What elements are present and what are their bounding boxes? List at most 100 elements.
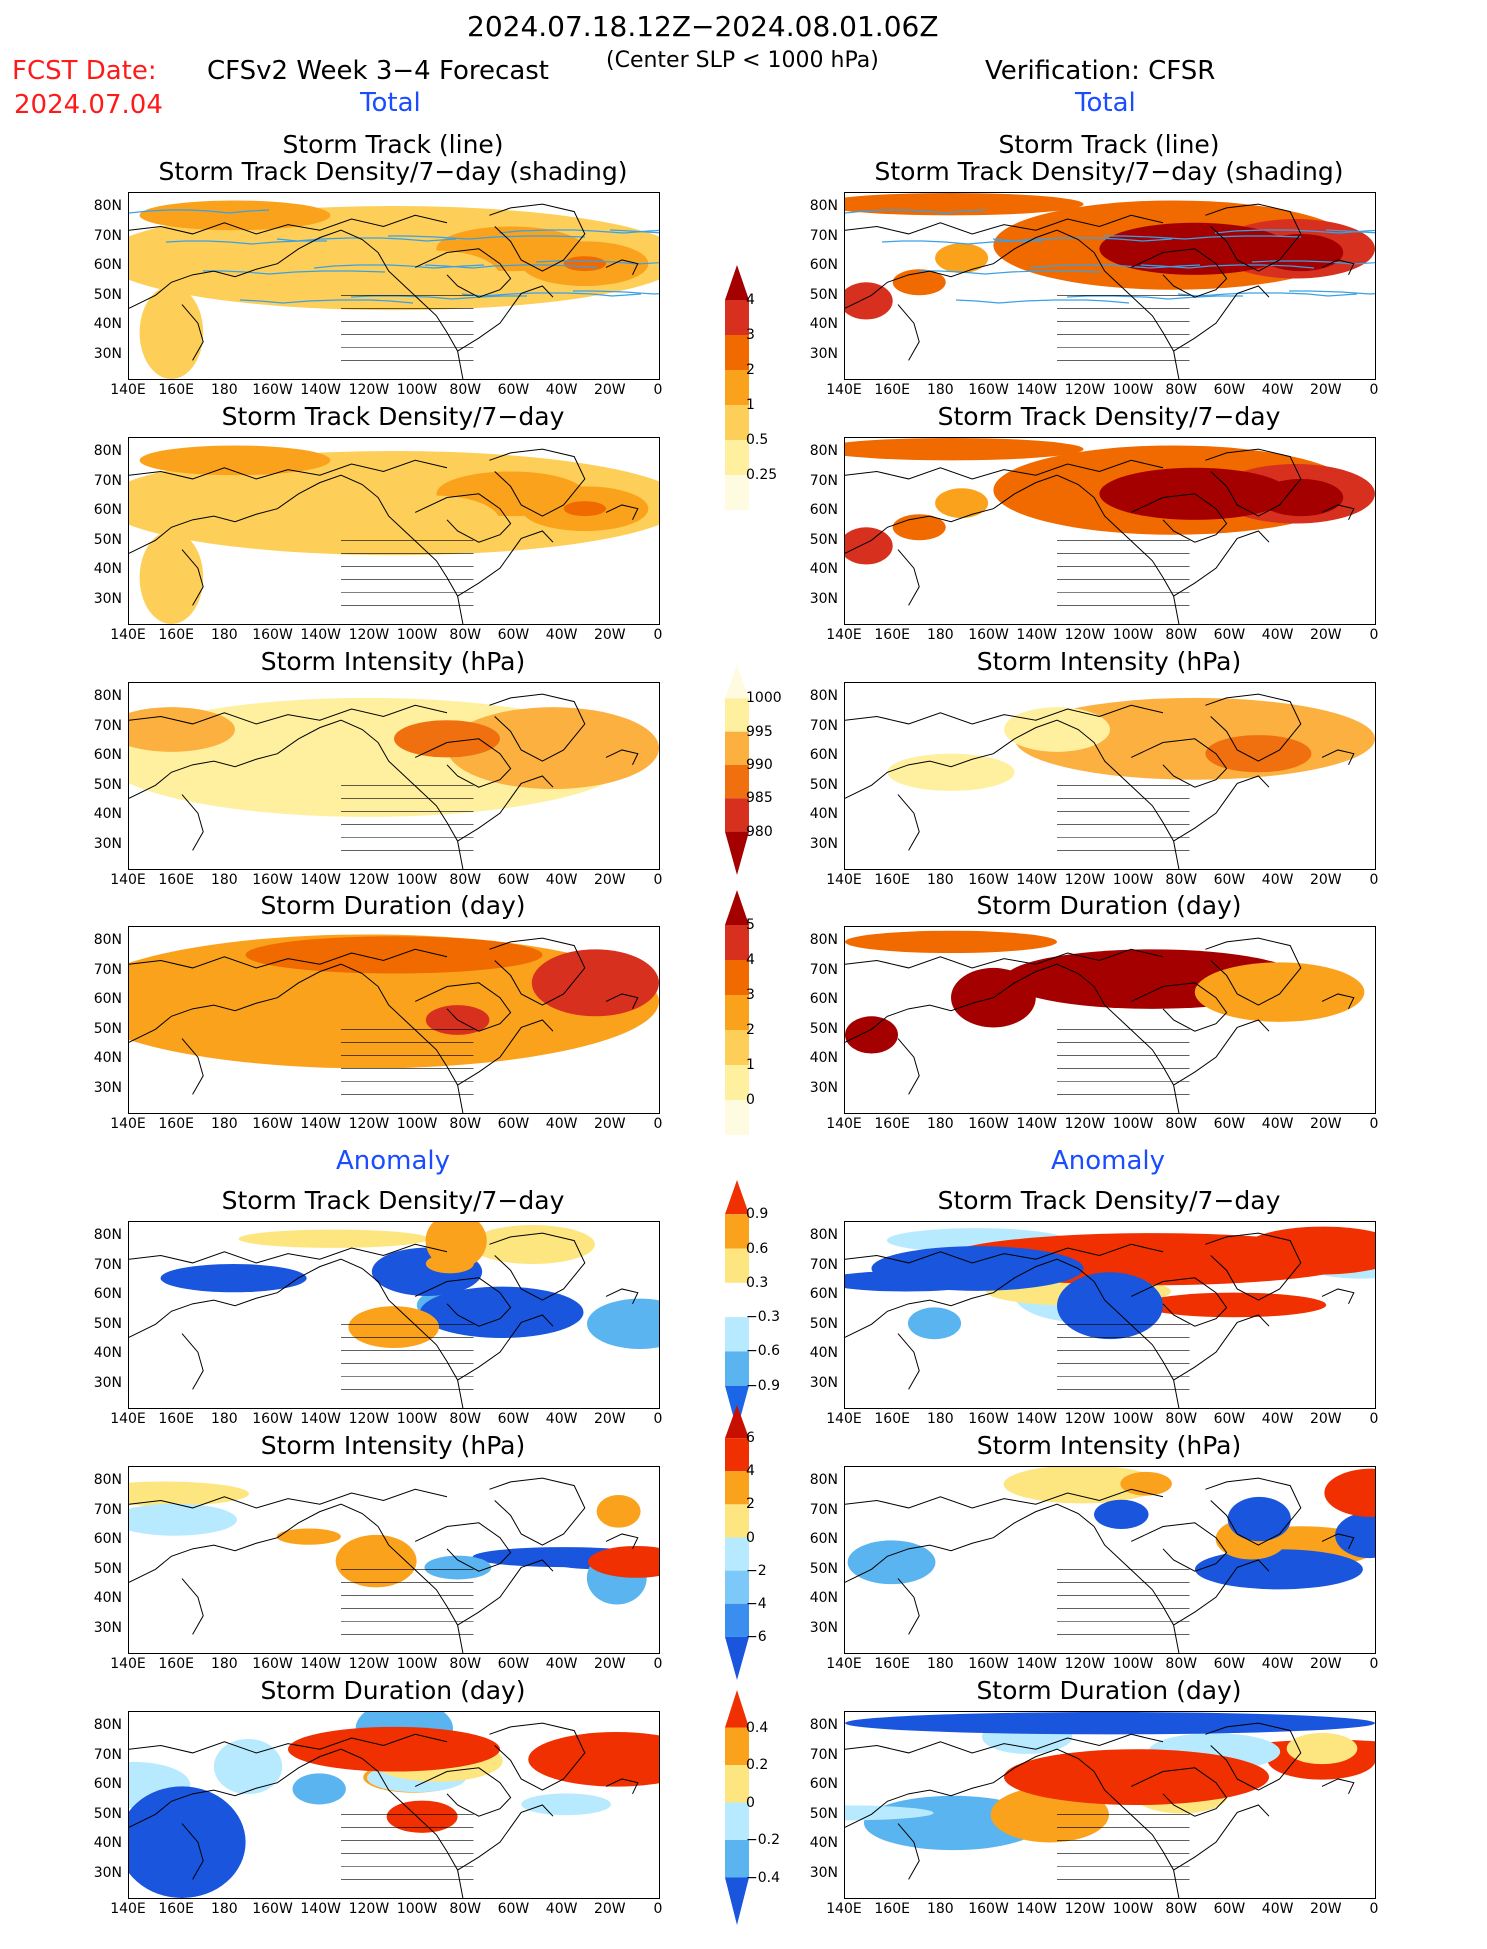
coastline — [129, 1488, 448, 1509]
lon-tick-label: 140E — [110, 627, 146, 643]
lon-tick-label: 100W — [396, 382, 438, 398]
date-range-title: 2024.07.18.12Z−2024.08.01.06Z — [467, 10, 939, 43]
shading-region — [372, 250, 500, 303]
shading-region — [847, 1540, 936, 1585]
lon-tick-label: 80W — [449, 1656, 482, 1672]
storm-track-line — [1325, 229, 1375, 234]
lon-tick-label: 140E — [110, 1116, 146, 1132]
shading-region — [845, 438, 1084, 461]
shading-region — [129, 1481, 249, 1506]
coastline — [414, 1277, 512, 1327]
coastline — [457, 1314, 554, 1381]
lat-tick-label: 70N — [809, 1746, 838, 1763]
lat-tick-label: 60N — [93, 257, 122, 273]
lon-tick-label: 140E — [110, 1901, 146, 1917]
lon-tick-label: 0 — [653, 382, 663, 398]
lat-tick-label: 80N — [809, 688, 838, 704]
lon-tick-label: 120W — [348, 872, 390, 888]
colorbar-tick-label: 0 — [746, 1529, 755, 1546]
lon-tick-label: 100W — [1112, 1116, 1154, 1132]
colorbar — [722, 1405, 752, 1704]
lon-tick-label: 20W — [1309, 872, 1342, 888]
lat-tick-label: 50N — [93, 776, 122, 793]
lon-tick-label: 40W — [1261, 1656, 1294, 1672]
lat-tick-label: 60N — [809, 1286, 838, 1302]
lon-tick-label: 120W — [348, 627, 390, 643]
map-panel — [844, 926, 1376, 1114]
coastline — [489, 1722, 586, 1791]
lon-tick-label: 140W — [300, 1116, 341, 1132]
coastline — [129, 474, 464, 624]
lon-tick-label: 20W — [593, 1116, 626, 1132]
coastline — [1205, 693, 1302, 762]
coastline — [489, 937, 586, 1006]
storm-track-line — [313, 264, 485, 269]
shading-region — [1335, 1512, 1375, 1559]
colorbar-tick-label: 2 — [746, 1496, 755, 1513]
lon-tick-label: 40W — [1261, 1116, 1294, 1132]
panel-title: Storm Track (line) — [998, 130, 1220, 159]
lat-tick-label: 70N — [93, 717, 122, 734]
lat-tick-label: 60N — [809, 502, 838, 518]
lon-tick-label: 140W — [1016, 1116, 1057, 1132]
lon-tick-label: 140W — [1016, 1901, 1057, 1917]
map-panel — [128, 1221, 660, 1409]
lon-tick-label: 80W — [449, 872, 482, 888]
coastline — [489, 1232, 586, 1301]
shading-region — [276, 1528, 341, 1545]
coastline — [414, 248, 512, 298]
lon-tick-label: 180 — [926, 1656, 954, 1672]
lat-tick-label: 70N — [93, 1501, 122, 1518]
storm-track-line — [388, 235, 586, 240]
coastline — [845, 704, 1164, 725]
coastline — [129, 1243, 448, 1264]
colorbar-tick-label: −0.4 — [746, 1869, 780, 1886]
lat-tick-label: 70N — [809, 1256, 838, 1273]
colorbar-tick-label: −2 — [746, 1562, 767, 1579]
lon-tick-label: 140E — [826, 627, 862, 643]
storm-track-line — [129, 209, 270, 214]
coastline — [489, 203, 586, 272]
colorbar-segment — [725, 1727, 749, 1765]
lat-tick-label: 40N — [93, 1835, 122, 1851]
lon-tick-label: 140E — [826, 1656, 862, 1672]
panel-title: Storm Track Density/7−day — [937, 1186, 1281, 1215]
coastline — [1130, 1277, 1228, 1327]
panel-title: Storm Duration (day) — [976, 1676, 1242, 1705]
coastline — [845, 214, 1164, 235]
lon-tick-label: 160E — [874, 382, 910, 398]
lon-tick-label: 60W — [1213, 1411, 1246, 1427]
colorbar-tick-label: 0.3 — [746, 1274, 769, 1291]
lat-tick-label: 50N — [809, 1805, 838, 1822]
colorbar-tick-label: −0.9 — [746, 1377, 780, 1394]
panel-title: Storm Duration (day) — [976, 891, 1242, 920]
lon-tick-label: 160E — [874, 872, 910, 888]
map-panel — [844, 682, 1376, 870]
shading-region — [129, 934, 659, 1069]
lon-tick-label: 20W — [593, 1411, 626, 1427]
coastline — [1321, 504, 1355, 521]
lon-tick-label: 140W — [300, 872, 341, 888]
lat-tick-label: 60N — [809, 991, 838, 1007]
lon-tick-label: 100W — [396, 872, 438, 888]
lat-tick-label: 40N — [809, 806, 838, 822]
panel-title: Storm Intensity (hPa) — [976, 1431, 1242, 1460]
colorbar-tick-label: 2 — [746, 1022, 755, 1038]
panel-title: Storm Duration (day) — [260, 1676, 526, 1705]
colorbar-tick-label: 980 — [746, 823, 773, 840]
lat-tick-label: 70N — [93, 961, 122, 978]
lon-tick-label: 100W — [396, 1411, 438, 1427]
lat-tick-label: 40N — [809, 316, 838, 332]
lat-tick-label: 80N — [809, 932, 838, 948]
coastline — [129, 1733, 448, 1754]
lat-tick-label: 40N — [93, 316, 122, 332]
coastline — [1173, 1314, 1270, 1381]
lon-tick-label: 120W — [348, 1901, 390, 1917]
coastline — [457, 285, 554, 352]
coastline — [181, 549, 204, 606]
lon-tick-label: 40W — [1261, 382, 1294, 398]
map-canvas — [129, 200, 659, 379]
lon-tick-label: 20W — [593, 872, 626, 888]
shading-region — [1227, 1496, 1291, 1542]
shading-region — [845, 930, 1057, 954]
